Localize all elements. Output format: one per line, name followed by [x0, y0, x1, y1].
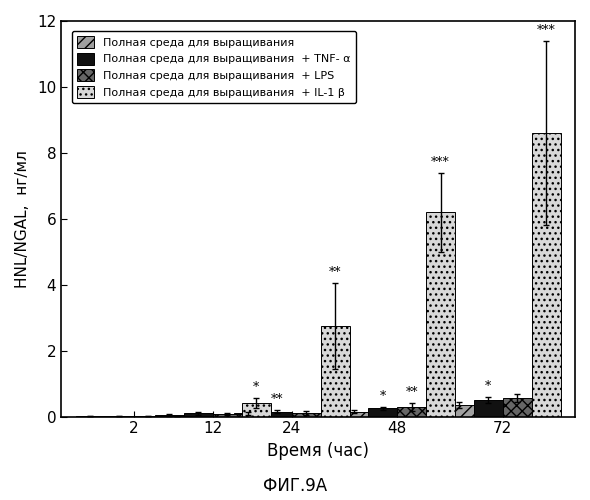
X-axis label: Время (час): Время (час)	[267, 442, 369, 460]
Bar	[212, 414, 241, 416]
Bar	[339, 412, 368, 416]
Bar	[474, 400, 503, 416]
Bar	[503, 398, 532, 416]
Bar	[234, 414, 263, 416]
Bar	[426, 212, 455, 416]
Bar	[155, 415, 183, 416]
Bar	[183, 414, 212, 416]
Text: *: *	[485, 380, 491, 393]
Text: ***: ***	[431, 156, 450, 168]
Bar	[241, 404, 271, 416]
Bar	[368, 408, 397, 416]
Text: ФИГ.9А: ФИГ.9А	[263, 477, 327, 495]
Y-axis label: HNL/NGAL,  нг/мл: HNL/NGAL, нг/мл	[15, 150, 30, 288]
Text: *: *	[379, 390, 386, 402]
Legend: Полная среда для выращивания, Полная среда для выращивания  + TNF- α, Полная сре: Полная среда для выращивания, Полная сре…	[72, 30, 356, 104]
Bar	[320, 326, 350, 416]
Text: ***: ***	[537, 24, 555, 37]
Bar	[263, 412, 291, 416]
Bar	[397, 406, 426, 416]
Text: **: **	[405, 386, 418, 399]
Text: **: **	[271, 393, 283, 406]
Bar	[532, 133, 560, 416]
Bar	[291, 412, 320, 416]
Text: *: *	[253, 382, 259, 394]
Text: **: **	[329, 266, 342, 279]
Bar	[444, 405, 474, 416]
